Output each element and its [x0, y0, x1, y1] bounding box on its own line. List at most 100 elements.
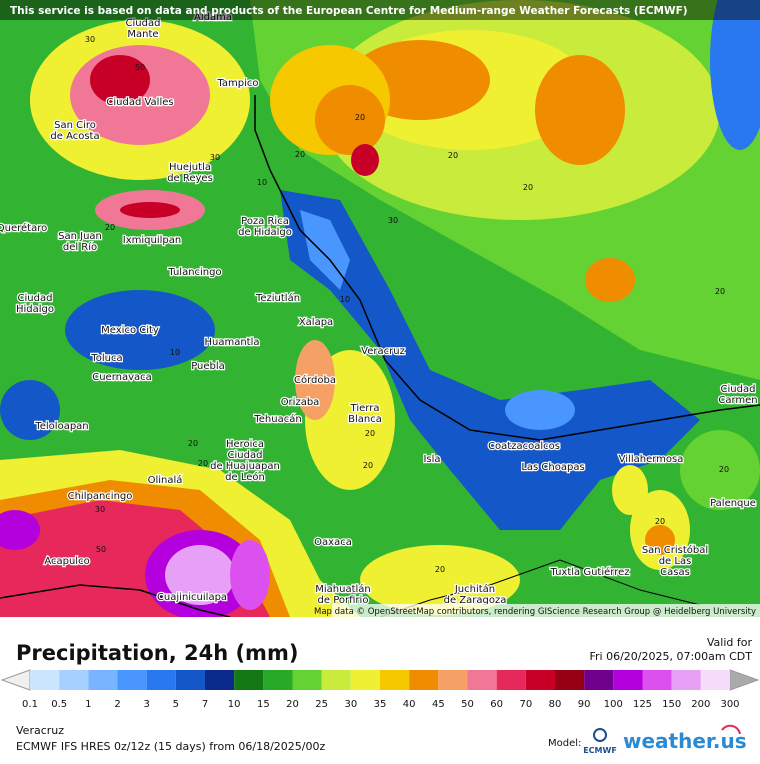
colorbar-label: 25	[315, 699, 328, 710]
contour-label: 30	[388, 216, 398, 225]
colorbar-swatch	[30, 670, 60, 690]
contour-label: 20	[448, 151, 458, 160]
city-label: Teziutlán	[255, 292, 300, 304]
city-label: Tierra	[350, 403, 380, 414]
contour-label: 20	[523, 183, 533, 192]
colorbar-label: 0.1	[22, 699, 38, 710]
city-label: San Juan	[58, 231, 102, 242]
city-label: Poza Rica	[241, 216, 289, 227]
colorbar-swatch	[205, 670, 235, 690]
city-label: San Ciro	[54, 120, 96, 131]
colorbar-label: 45	[432, 699, 445, 710]
colorbar-swatch	[350, 670, 380, 690]
city-label: Mante	[127, 29, 158, 40]
contour-label: 10	[340, 295, 350, 304]
model-logo: ECMWF	[583, 746, 617, 755]
colorbar-swatch	[555, 670, 585, 690]
colorbar-label: 0.5	[51, 699, 67, 710]
legend-title: Precipitation, 24h (mm)	[16, 641, 298, 665]
colorbar-swatch	[467, 670, 497, 690]
colorbar-label: 40	[403, 699, 416, 710]
colorbar-label: 3	[143, 699, 149, 710]
city-label: Mexico City	[101, 325, 159, 336]
city-label: Ciudad	[721, 384, 756, 395]
colorbar-label: 5	[173, 699, 179, 710]
city-label: Miahuatlán	[315, 583, 371, 595]
city-label: Blanca	[348, 414, 382, 425]
colorbar-label: 70	[519, 699, 532, 710]
city-label: San Cristóbal	[642, 544, 708, 556]
city-label: Villahermosa	[619, 454, 684, 465]
city-label: Querétaro	[0, 222, 47, 234]
colorbar-swatch	[584, 670, 614, 690]
city-label: de Reyes	[167, 173, 213, 184]
city-label: Hidalgo	[16, 304, 54, 315]
attribution: Map data © OpenStreetMap contributors, r…	[314, 607, 756, 617]
colorbar-label: 50	[461, 699, 474, 710]
city-label: de Huajuapan	[210, 461, 280, 472]
colorbar-swatch	[671, 670, 701, 690]
colorbar-label: 1	[85, 699, 91, 710]
contour-label: 20	[715, 287, 725, 296]
city-label: Tehuacán	[253, 413, 301, 425]
banner: This service is based on data and produc…	[10, 5, 688, 17]
city-label: Ciudad	[126, 18, 161, 29]
contour-label: 20	[355, 113, 365, 122]
city-label: Aldama	[194, 12, 232, 23]
colorbar-label: 7	[202, 699, 208, 710]
city-label: Ciudad	[18, 293, 53, 304]
city-label: Cuajinicuilapa	[157, 592, 227, 603]
city-label: del Río	[63, 241, 97, 253]
city-label: Carmen	[718, 395, 757, 406]
colorbar-swatch	[700, 670, 730, 690]
contour-label: 20	[655, 517, 665, 526]
city-label: Orizaba	[281, 397, 320, 408]
colorbar-swatch	[613, 670, 643, 690]
contour-label: 20	[105, 223, 115, 232]
city-label: Cuernavaca	[92, 372, 152, 383]
city-label: Chilpancingo	[68, 491, 133, 502]
contour-label: 30	[210, 153, 220, 162]
city-label: Oaxaca	[314, 537, 352, 548]
colorbar-label: 60	[490, 699, 503, 710]
colorbar-label: 200	[691, 699, 710, 710]
colorbar-swatch	[88, 670, 118, 690]
contour-label: 20	[435, 565, 445, 574]
contour-label: 50	[135, 63, 145, 72]
city-label: Tampico	[216, 78, 258, 89]
location: Veracruz	[16, 724, 64, 737]
colorbar-swatch	[59, 670, 89, 690]
city-label: Teloloapan	[34, 421, 88, 432]
city-label: Heroica	[226, 439, 264, 450]
city-label: Puebla	[191, 361, 225, 372]
contour-label: 20	[295, 150, 305, 159]
city-label: Isla	[423, 454, 440, 465]
city-label: Tulancingo	[167, 267, 221, 278]
city-label: Ciudad	[228, 450, 263, 461]
colorbar-label: 15	[257, 699, 270, 710]
colorbar-swatch	[409, 670, 439, 690]
city-label: de Porfirio	[318, 595, 369, 606]
model-run: ECMWF IFS HRES 0z/12z (15 days) from 06/…	[16, 740, 326, 753]
colorbar-swatch	[380, 670, 410, 690]
model-label: Model:	[548, 738, 581, 749]
city-label: Ciudad Valles	[106, 97, 173, 108]
colorbar-swatch	[496, 670, 526, 690]
contour-label: 10	[170, 348, 180, 357]
colorbar-label: 90	[578, 699, 591, 710]
colorbar-swatch	[175, 670, 205, 690]
brand-logo[interactable]: weather.us	[623, 729, 747, 753]
colorbar-swatch	[117, 670, 147, 690]
colorbar-label: 30	[344, 699, 357, 710]
colorbar-swatch	[263, 670, 293, 690]
contour-label: 30	[85, 35, 95, 44]
contour-label: 10	[257, 178, 267, 187]
city-label: de Acosta	[50, 131, 99, 142]
colorbar-swatch	[642, 670, 672, 690]
colorbar-swatch	[234, 670, 264, 690]
city-label: de León	[225, 471, 265, 483]
colorbar-label: 100	[604, 699, 623, 710]
contour-label: 20	[198, 459, 208, 468]
city-label: de Zaragoza	[444, 595, 507, 606]
ecmwf-icon	[593, 728, 607, 742]
